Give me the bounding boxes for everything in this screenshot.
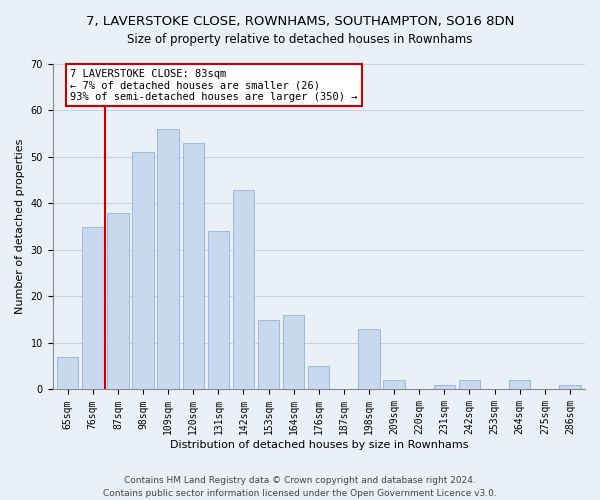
Bar	[208, 232, 229, 390]
Bar	[283, 315, 304, 390]
Y-axis label: Number of detached properties: Number of detached properties	[15, 139, 25, 314]
Bar	[182, 143, 204, 390]
Text: Size of property relative to detached houses in Rownhams: Size of property relative to detached ho…	[127, 32, 473, 46]
Text: 7, LAVERSTOKE CLOSE, ROWNHAMS, SOUTHAMPTON, SO16 8DN: 7, LAVERSTOKE CLOSE, ROWNHAMS, SOUTHAMPT…	[86, 15, 514, 28]
Bar	[233, 190, 254, 390]
Bar	[509, 380, 530, 390]
Bar	[308, 366, 329, 390]
Bar	[157, 129, 179, 390]
Bar	[434, 385, 455, 390]
Bar	[107, 213, 128, 390]
Bar	[559, 385, 581, 390]
Bar	[82, 226, 104, 390]
Bar	[459, 380, 480, 390]
Text: 7 LAVERSTOKE CLOSE: 83sqm
← 7% of detached houses are smaller (26)
93% of semi-d: 7 LAVERSTOKE CLOSE: 83sqm ← 7% of detach…	[70, 68, 358, 102]
Text: Contains HM Land Registry data © Crown copyright and database right 2024.
Contai: Contains HM Land Registry data © Crown c…	[103, 476, 497, 498]
Bar	[133, 152, 154, 390]
Bar	[358, 329, 380, 390]
Bar	[57, 357, 79, 390]
Bar	[258, 320, 279, 390]
Bar	[383, 380, 405, 390]
X-axis label: Distribution of detached houses by size in Rownhams: Distribution of detached houses by size …	[170, 440, 468, 450]
